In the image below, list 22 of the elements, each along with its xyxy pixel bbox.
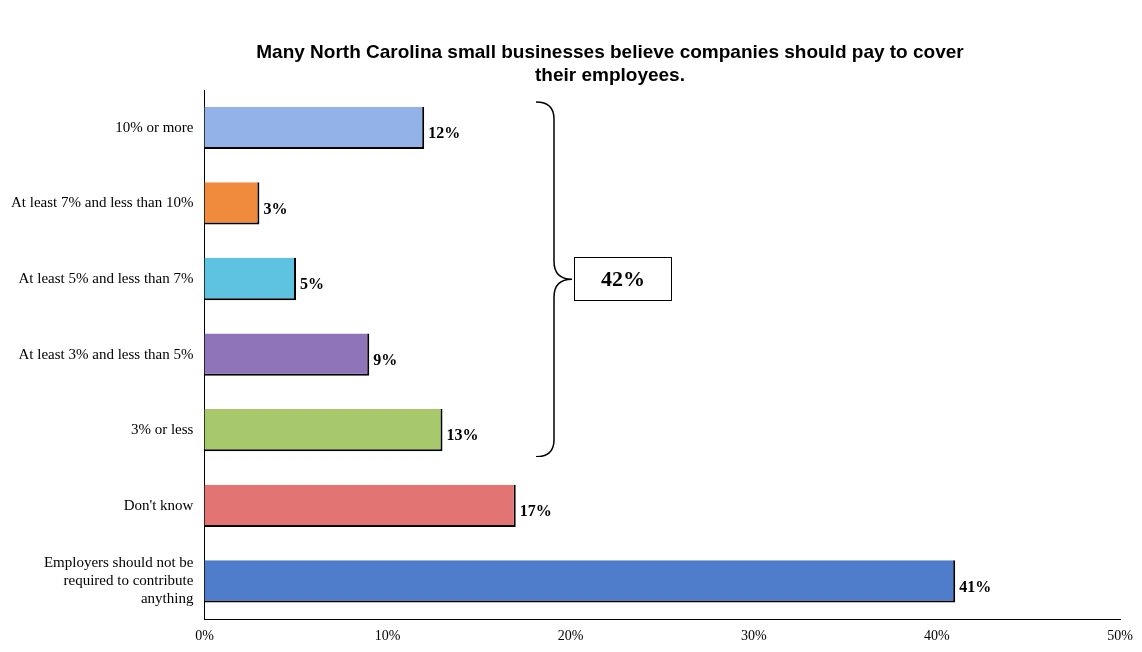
data-label: 3%: [263, 199, 288, 217]
x-tick-label: 0%: [195, 628, 215, 644]
y-tick-label: At least 7% and less than 10%: [10, 194, 194, 211]
x-tick-label: 50%: [1107, 628, 1134, 644]
annotation: 42%: [574, 257, 673, 301]
data-label: 5%: [300, 275, 325, 293]
chart-title: Many North Carolina small businesses believe companies should pay to cover their employees.: [255, 40, 965, 86]
data-label: 9%: [373, 350, 398, 368]
y-tick-label: 3% or less: [130, 421, 194, 438]
x-tick-label: 40%: [924, 628, 951, 644]
data-label: 13%: [446, 426, 479, 444]
x-tick-label: 20%: [557, 628, 584, 644]
data-label: 12%: [428, 123, 461, 141]
y-tick-label: Employers should not be required to contribute anything: [43, 554, 194, 607]
data-label: 41%: [959, 577, 992, 595]
x-tick-label: 10%: [374, 628, 401, 644]
x-tick-label: 30%: [740, 628, 767, 644]
data-label: 17%: [519, 501, 552, 519]
y-tick-label: Don't know: [123, 496, 194, 513]
y-tick-label: At least 3% and less than 5%: [18, 345, 194, 362]
y-tick-label: 10% or more: [115, 118, 194, 135]
y-tick-label: At least 5% and less than 7%: [18, 269, 194, 286]
